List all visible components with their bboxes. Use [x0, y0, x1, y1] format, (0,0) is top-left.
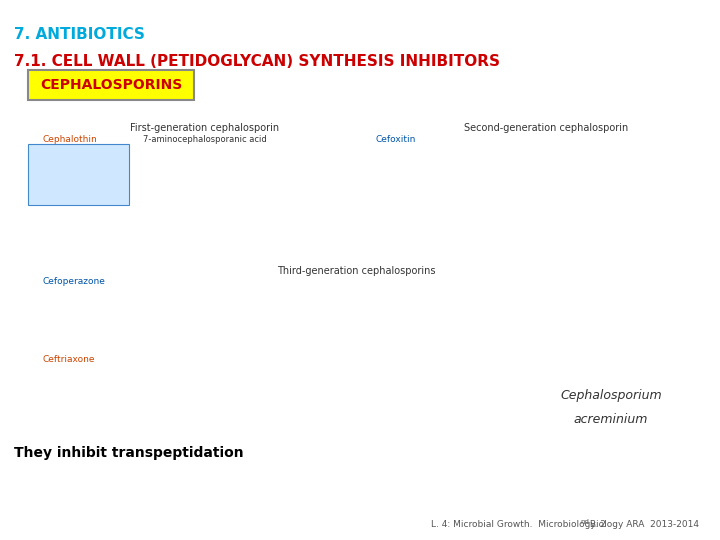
Text: Third-generation cephalosporins: Third-generation cephalosporins — [277, 266, 436, 276]
Text: 7.1. CELL WALL (PETIDOGLYCAN) SYNTHESIS INHIBITORS: 7.1. CELL WALL (PETIDOGLYCAN) SYNTHESIS … — [14, 54, 500, 69]
Text: Cefoperazone: Cefoperazone — [43, 277, 106, 286]
Text: Cephalosporium: Cephalosporium — [560, 389, 662, 402]
Text: L. 4: Microbial Growth.  Microbiology. 2: L. 4: Microbial Growth. Microbiology. 2 — [431, 520, 606, 529]
Text: Second-generation cephalosporin: Second-generation cephalosporin — [464, 123, 629, 133]
Text: 7-aminocephalosporanic acid: 7-aminocephalosporanic acid — [143, 135, 266, 144]
Text: CEPHALOSPORINS: CEPHALOSPORINS — [40, 78, 182, 92]
Text: Biology ARA  2013-2014: Biology ARA 2013-2014 — [587, 520, 699, 529]
FancyBboxPatch shape — [28, 70, 194, 100]
Text: Cefoxitin: Cefoxitin — [375, 135, 415, 144]
Text: They inhibit transpeptidation: They inhibit transpeptidation — [14, 446, 243, 460]
Text: Cephalothin: Cephalothin — [43, 135, 98, 144]
Text: Ceftriaxone: Ceftriaxone — [43, 355, 95, 363]
Text: acreminium: acreminium — [574, 413, 648, 426]
FancyBboxPatch shape — [27, 144, 130, 205]
Text: 7. ANTIBIOTICS: 7. ANTIBIOTICS — [14, 27, 145, 42]
Text: nd: nd — [580, 519, 589, 525]
Text: First-generation cephalosporin: First-generation cephalosporin — [130, 123, 279, 133]
